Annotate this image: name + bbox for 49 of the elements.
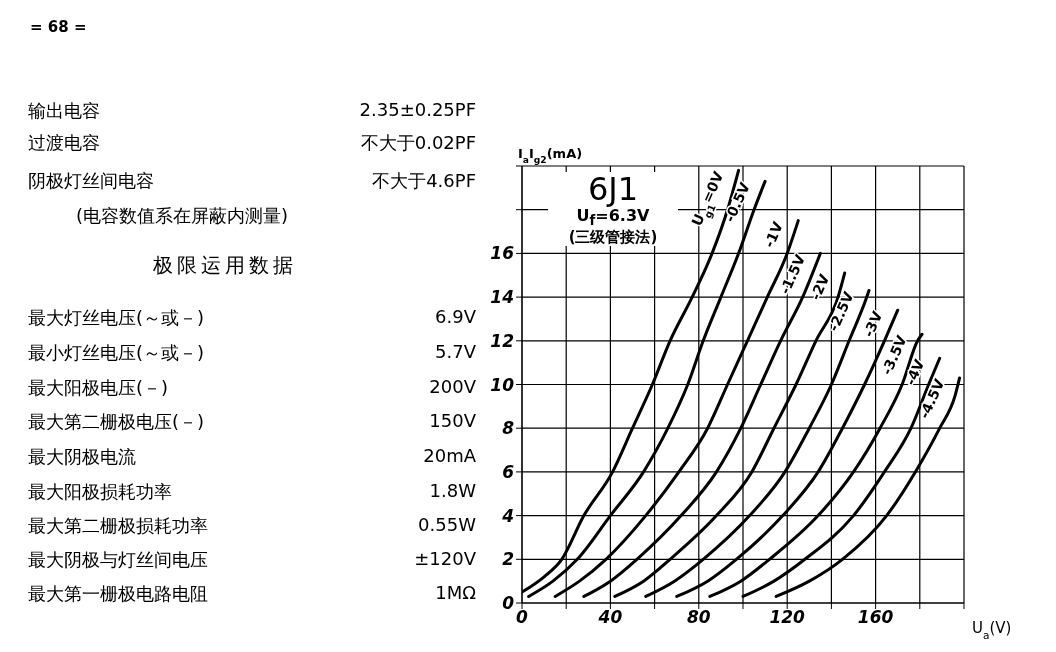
x-tick-label: 80 xyxy=(686,607,711,628)
text: 1MΩ xyxy=(435,582,476,603)
text: 最小灯丝电压(～或－) xyxy=(28,341,205,365)
y-tick-label: 12 xyxy=(490,330,514,351)
y-tick-label: 2 xyxy=(502,549,514,570)
y-tick-label: 16 xyxy=(490,243,515,264)
text: -1V xyxy=(760,219,787,250)
text: 阴极灯丝间电容 xyxy=(28,169,154,193)
text: 最大阴极与灯丝间电压 xyxy=(28,548,208,572)
text: U$_{f}$=6.3V xyxy=(575,206,651,229)
text: = 68 = xyxy=(30,18,87,36)
text: 最大第一栅极电路电阻 xyxy=(28,582,208,606)
text: ±120V xyxy=(414,548,476,569)
text: 最大第二栅极损耗功率 xyxy=(28,514,208,538)
text: 最大阴极电流 xyxy=(28,445,136,469)
y-tick-label: 10 xyxy=(490,374,515,395)
x-tick-label: 160 xyxy=(857,607,894,628)
chart-title: 6J1 xyxy=(586,170,640,208)
y-tick-label: 4 xyxy=(501,505,514,526)
text: 2.35±0.25PF xyxy=(359,99,476,120)
text: 不大于4.6PF xyxy=(372,169,476,193)
text: 输出电容 xyxy=(28,99,100,123)
text: 0.55W xyxy=(418,514,476,535)
text: 最大灯丝电压(～或－) xyxy=(28,306,205,330)
x-tick-label: 120 xyxy=(769,607,806,628)
text: -0.5V xyxy=(721,179,753,225)
text: 200V xyxy=(429,376,476,397)
text: 1.8W xyxy=(429,480,476,501)
text: 不大于0.02PF xyxy=(360,131,476,155)
text: 最大第二栅极电压(－) xyxy=(28,410,205,434)
y-tick-label: 6 xyxy=(502,461,515,482)
text: (电容数值系在屏蔽内测量) xyxy=(76,204,289,228)
text: 最大阳极损耗功率 xyxy=(28,480,172,504)
y-tick-label: 8 xyxy=(502,418,515,439)
y-tick-label: 0 xyxy=(502,593,515,614)
x-tick-label: 0 xyxy=(516,607,529,628)
text: 20mA xyxy=(423,445,476,466)
y-axis-title: I$_{a}$I$_{g2}$(mA) xyxy=(518,146,583,165)
text: -1.5V xyxy=(776,251,809,297)
text: 最大阳极电压(－) xyxy=(28,376,169,400)
x-axis-title: U$_{a}$(V) xyxy=(972,619,1012,641)
text: 6.9V xyxy=(435,306,476,327)
annotation: (三级管接法) xyxy=(567,228,659,247)
text: 过渡电容 xyxy=(28,131,100,155)
text: 150V xyxy=(429,410,476,431)
x-tick-label: 40 xyxy=(597,607,623,628)
text: 5.7V xyxy=(435,341,476,362)
text: 极限运用数据 xyxy=(153,252,297,279)
y-tick-label: 14 xyxy=(490,287,514,308)
